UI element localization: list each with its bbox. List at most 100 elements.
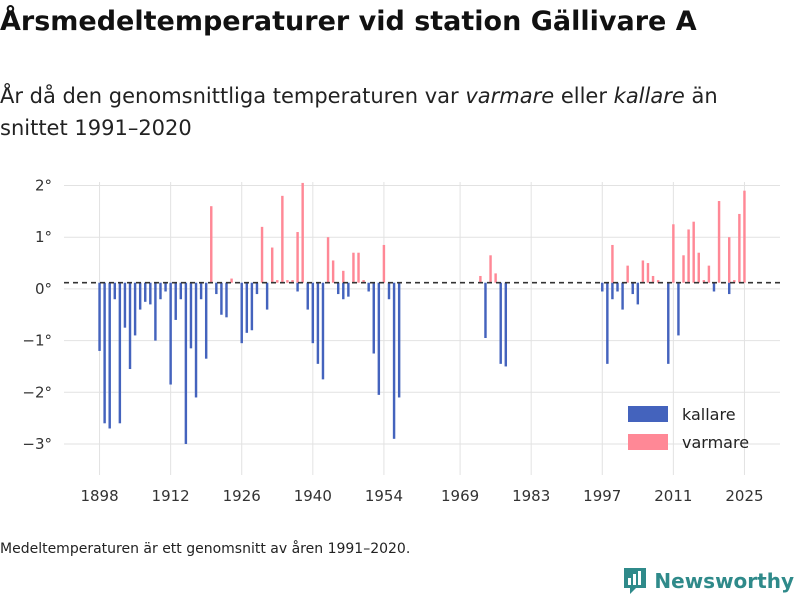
cold-year-bar [169,282,172,385]
warm-year-bar [702,280,706,283]
warm-year-bar [682,255,685,283]
cold-year-bar [387,282,391,300]
cold-year-bar [321,282,325,380]
x-tick-label: 1983 [512,487,550,505]
y-tick-label: 1° [35,228,52,246]
newsworthy-logo[interactable]: Newsworthy [622,566,794,596]
cold-year-bar [621,282,624,310]
chart-title: Årsmedeltemperaturer vid station Gälliva… [0,6,697,37]
legend-label-cold: kallare [682,405,736,424]
cold-year-bar [712,282,716,292]
subtitle-part-1: År då den genomsnittliga temperaturen va… [0,84,466,108]
legend-swatch-warm [628,434,668,450]
warm-year-bar [707,265,711,283]
warm-year-bar [230,278,233,283]
cold-year-bar [611,282,614,300]
cold-year-bar [342,282,345,300]
cold-year-bar [336,282,340,295]
cold-year-bar [189,282,193,349]
legend-swatch-cold [628,406,668,422]
cold-year-bar [499,282,502,364]
subtitle-cold-word: kallare [613,84,685,108]
x-tick-label: 1926 [223,487,261,505]
cold-year-bar [174,282,177,320]
warm-year-bar [286,280,289,283]
cold-year-bar [606,282,609,364]
cold-year-bar [245,282,249,333]
cold-year-bar [265,282,269,310]
subtitle-warm-word: varmare [465,84,555,108]
warm-year-bar [738,213,741,283]
axis-layer: −3° −2° −1° 0° 1° 2° 1898 1912 1926 1940 1954 1969 1… [22,177,780,505]
warm-year-bar [626,265,629,283]
warm-year-bar [743,190,746,283]
subtitle-part-2: eller [554,84,614,108]
warm-year-bar [301,182,304,283]
cold-year-bar [128,282,132,370]
legend-label-warm: varmare [682,433,749,452]
chart-subtitle: År då den genomsnittliga temperaturen va… [0,80,780,144]
cold-year-bar [215,282,218,295]
x-tick-label: 1940 [294,487,332,505]
y-tick-label: −2° [22,383,52,401]
warm-year-bar [641,260,645,283]
cold-year-bar [667,282,670,364]
warm-year-bar [260,226,264,283]
cold-year-bar [250,282,254,331]
cold-year-bar [306,282,309,310]
warm-year-bar [382,244,386,283]
cold-year-bar [601,282,604,292]
newsworthy-logo-icon [624,568,647,594]
cold-year-bar [108,282,111,429]
warm-year-bar [479,275,482,283]
y-tick-label: −1° [22,332,52,350]
cold-year-bar [225,282,228,318]
warm-year-bar [489,255,492,283]
cold-year-bar [728,282,731,295]
cold-year-bar [154,282,157,341]
warm-year-bar [672,224,675,283]
cold-year-bar [179,282,183,300]
warm-year-bar [276,280,279,283]
cold-year-bar [123,282,127,328]
warm-year-bar [697,252,700,283]
x-tick-label: 1912 [152,487,190,505]
cold-year-bar [347,282,350,297]
warm-year-bar [656,280,660,283]
warm-year-bar [494,273,497,283]
cold-year-bar [118,282,122,424]
warm-year-bar [331,260,335,283]
cold-year-bar [199,282,203,300]
warm-year-bar [733,280,736,283]
y-tick-label: 0° [35,280,52,298]
warm-year-bar [281,195,284,283]
cold-year-bar [133,282,137,336]
warm-year-bar [651,275,655,283]
warm-year-bar [717,201,721,283]
cold-year-bar [397,282,401,398]
cold-year-bar [184,282,188,444]
warm-year-bar [362,280,365,283]
cold-year-bar [316,282,320,364]
cold-year-bar [149,282,152,305]
warm-year-bar [342,270,345,283]
warm-year-bar [270,247,274,283]
cold-year-bar [372,282,375,354]
warm-year-bar [291,280,294,283]
x-tick-label: 1969 [441,487,479,505]
bar-layer [98,182,746,444]
cold-year-bar [636,282,640,305]
cold-year-bar [103,282,106,424]
chart-legend: kallare varmare [628,405,749,452]
warm-year-bar [687,229,690,283]
cold-year-bar [220,282,223,315]
cold-year-bar [392,282,396,439]
cold-year-bar [138,282,142,310]
cold-year-bar [240,282,243,344]
cold-year-bar [484,282,487,339]
y-tick-label: −3° [22,435,52,453]
cold-year-bar [194,282,198,398]
x-tick-label: 2011 [654,487,692,505]
warm-year-bar [352,252,355,283]
cold-year-bar [377,282,381,395]
